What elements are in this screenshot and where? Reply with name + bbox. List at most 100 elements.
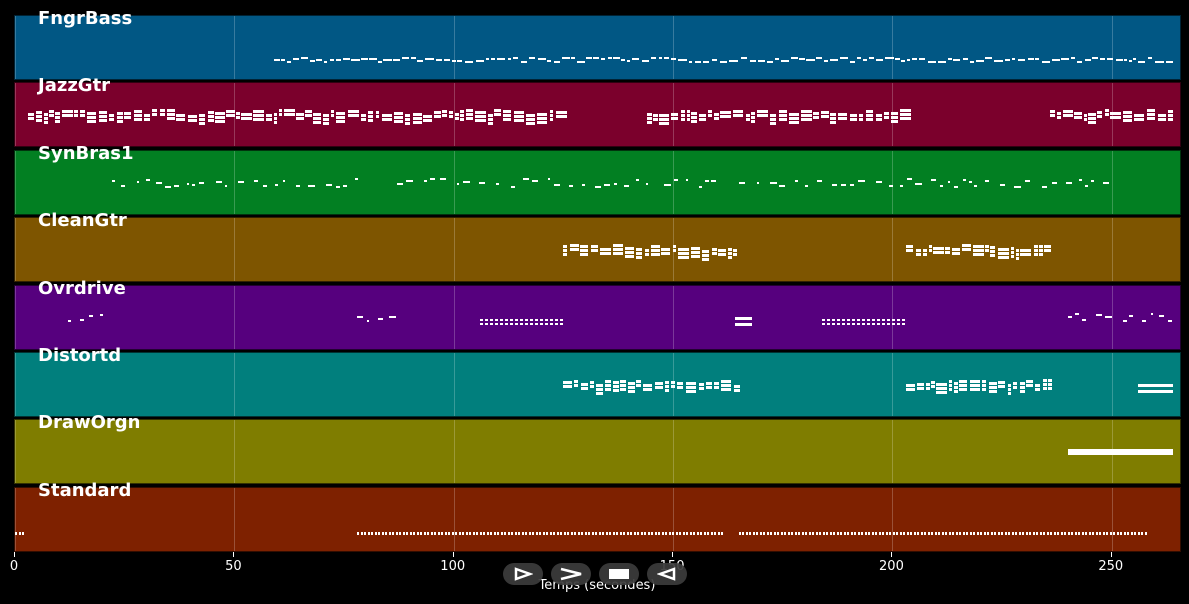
note xyxy=(955,532,958,535)
note xyxy=(369,58,377,61)
note xyxy=(613,248,623,252)
note xyxy=(518,532,521,535)
note xyxy=(535,319,539,321)
note xyxy=(756,181,760,184)
note xyxy=(988,389,997,393)
grid-line xyxy=(15,83,16,146)
note xyxy=(451,532,454,535)
note xyxy=(685,390,697,394)
note xyxy=(423,118,433,122)
note xyxy=(1039,245,1043,249)
grid-line xyxy=(453,16,455,79)
note xyxy=(678,251,689,255)
note xyxy=(1050,532,1053,535)
note xyxy=(1081,319,1086,322)
note xyxy=(545,319,549,321)
note xyxy=(442,110,448,114)
note xyxy=(480,319,484,321)
note xyxy=(1067,449,1174,455)
stop-button[interactable] xyxy=(599,563,639,585)
note xyxy=(357,532,360,535)
note xyxy=(784,532,787,535)
note xyxy=(434,115,441,119)
track-lane[interactable] xyxy=(14,150,1181,215)
note xyxy=(462,532,465,535)
track-lane[interactable] xyxy=(14,285,1181,350)
note xyxy=(745,117,750,121)
note xyxy=(882,319,886,321)
note xyxy=(207,111,215,115)
note xyxy=(480,323,484,325)
note xyxy=(857,319,861,321)
note xyxy=(626,532,629,535)
note xyxy=(812,116,819,120)
note xyxy=(1133,118,1145,122)
note xyxy=(404,113,411,117)
note xyxy=(325,184,332,187)
note xyxy=(700,532,703,535)
track-name: JazzGtr xyxy=(38,75,111,96)
note xyxy=(279,109,283,113)
note xyxy=(605,383,612,387)
track-lane[interactable] xyxy=(14,82,1181,147)
note xyxy=(961,248,971,252)
note xyxy=(707,532,710,535)
note xyxy=(1132,58,1137,61)
note xyxy=(840,57,849,60)
note xyxy=(556,532,559,535)
note xyxy=(857,323,861,325)
note xyxy=(389,315,396,318)
note xyxy=(780,59,790,62)
note xyxy=(626,60,630,63)
note xyxy=(531,179,539,182)
note xyxy=(475,119,487,123)
note xyxy=(788,120,800,124)
note xyxy=(253,114,264,118)
note xyxy=(1015,248,1020,252)
note xyxy=(434,111,441,115)
note xyxy=(940,184,944,187)
note xyxy=(392,532,395,535)
fast-forward-button[interactable] xyxy=(551,563,591,585)
track-lane[interactable] xyxy=(14,419,1181,484)
note xyxy=(207,119,215,123)
note xyxy=(342,57,350,60)
note xyxy=(733,252,737,256)
note xyxy=(528,532,531,535)
note xyxy=(476,532,479,535)
track-lane[interactable] xyxy=(14,15,1181,80)
grid-line xyxy=(673,16,675,79)
track-lane[interactable] xyxy=(14,352,1181,417)
note xyxy=(591,532,594,535)
axis-tick-label: 100 xyxy=(440,559,466,574)
note xyxy=(1123,532,1126,535)
note xyxy=(698,185,702,188)
note xyxy=(402,57,410,60)
track-lane[interactable] xyxy=(14,487,1181,552)
grid-line xyxy=(15,16,16,79)
track-name: DrawOrgn xyxy=(38,412,141,433)
note xyxy=(927,532,930,535)
note xyxy=(273,117,277,121)
note xyxy=(1015,256,1020,260)
axis-tick xyxy=(452,552,454,557)
note xyxy=(643,387,652,391)
note xyxy=(1025,532,1028,535)
note xyxy=(486,532,489,535)
note xyxy=(580,249,588,253)
note xyxy=(705,382,713,386)
grid-line xyxy=(892,151,894,214)
play-button[interactable] xyxy=(503,563,543,585)
note xyxy=(801,118,812,122)
note xyxy=(710,180,717,183)
note xyxy=(1096,313,1103,316)
track-lane[interactable] xyxy=(14,217,1181,282)
note xyxy=(854,532,857,535)
note xyxy=(680,117,685,121)
grid-line xyxy=(453,151,455,214)
note xyxy=(442,114,448,118)
note xyxy=(1146,109,1156,113)
rewind-button[interactable] xyxy=(647,563,687,585)
note xyxy=(645,248,649,252)
note xyxy=(905,244,914,248)
